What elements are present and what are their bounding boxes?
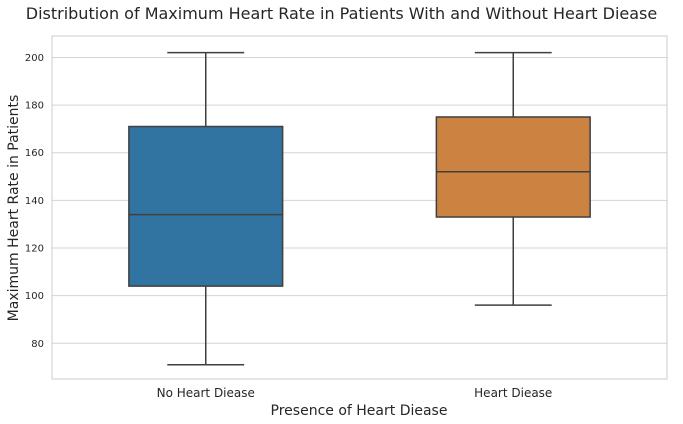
box-group bbox=[435, 51, 591, 306]
iqr-box bbox=[435, 116, 591, 218]
y-tick-label: 200 bbox=[25, 53, 44, 64]
y-tick-label: 120 bbox=[25, 243, 44, 254]
x-axis-label: Presence of Heart Diease bbox=[271, 403, 448, 419]
y-axis-label: Maximum Heart Rate in Patients bbox=[6, 95, 22, 322]
chart-title: Distribution of Maximum Heart Rate in Pa… bbox=[25, 4, 658, 23]
x-tick-label: Heart Diease bbox=[474, 386, 552, 400]
x-axis-ticks: No Heart Diease Heart Diease bbox=[157, 386, 553, 400]
y-tick-label: 80 bbox=[31, 339, 44, 350]
y-tick-label: 160 bbox=[25, 148, 44, 159]
box-group bbox=[128, 51, 284, 366]
iqr-box bbox=[128, 125, 284, 287]
y-tick-label: 100 bbox=[25, 291, 44, 302]
y-tick-label: 140 bbox=[25, 196, 44, 207]
boxes bbox=[128, 51, 591, 366]
x-tick-label: No Heart Diease bbox=[157, 386, 255, 400]
y-axis-ticks: 80 100 120 140 160 180 200 bbox=[25, 53, 44, 350]
y-tick-label: 180 bbox=[25, 101, 44, 112]
plot-frame bbox=[51, 35, 668, 380]
